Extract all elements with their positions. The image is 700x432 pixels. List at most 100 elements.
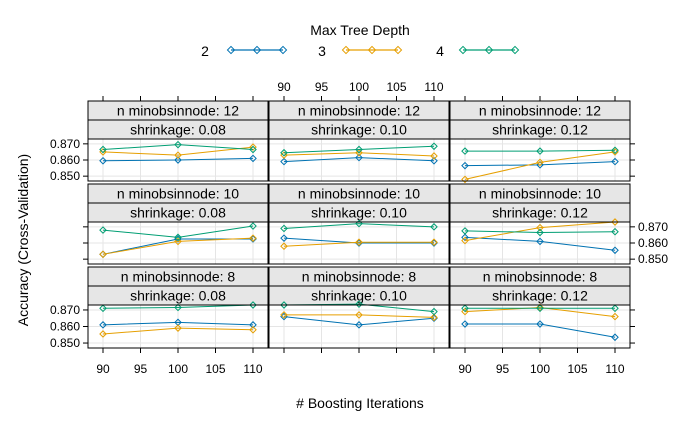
- y-tick-label-right: 0.860: [638, 236, 668, 250]
- strip-minobsinnode-label: n minobsinnode: 10: [298, 186, 420, 202]
- data-point-2: [99, 321, 107, 329]
- legend-marker: [393, 45, 403, 55]
- x-tick-label-bottom: 100: [530, 362, 550, 376]
- y-tick-label-left: 0.860: [50, 153, 80, 167]
- legend-marker: [510, 45, 520, 55]
- strip-minobsinnode-label: n minobsinnode: 12: [479, 103, 601, 119]
- data-point-2: [355, 321, 363, 329]
- data-point-3: [430, 238, 438, 247]
- series-line-2: [102, 157, 254, 162]
- series-line-2: [283, 237, 434, 244]
- data-point-2: [536, 237, 544, 246]
- series-line-3: [102, 327, 254, 335]
- x-tick-label-top: 95: [315, 80, 329, 94]
- data-point-2: [461, 320, 469, 328]
- panel-border: [268, 138, 450, 182]
- data-point-3: [174, 237, 182, 246]
- data-point-2: [174, 156, 182, 164]
- data-point-3: [174, 324, 182, 332]
- data-point-2: [280, 157, 288, 166]
- strip-minobsinnode-label: n minobsinnode: 8: [121, 269, 236, 285]
- strip-minobsinnode-label: n minobsinnode: 10: [479, 186, 601, 202]
- legend-item-3: 3: [318, 43, 403, 59]
- data-point-4: [430, 307, 438, 316]
- panel-1-0: n minobsinnode: 10 shrinkage: 0.08: [87, 183, 269, 265]
- data-point-4: [430, 142, 438, 151]
- series-line-3: [464, 306, 616, 318]
- legend-marker: [278, 45, 288, 55]
- y-tick-label-left: 0.870: [50, 303, 80, 317]
- data-point-2: [430, 314, 438, 323]
- data-point-2: [174, 318, 182, 327]
- strip-minobsinnode-label: n minobsinnode: 8: [483, 269, 598, 285]
- data-point-3: [355, 238, 363, 247]
- data-point-2: [461, 161, 469, 170]
- strip-shrinkage-label: shrinkage: 0.12: [492, 288, 588, 304]
- data-point-4: [536, 228, 544, 237]
- data-point-3: [249, 325, 257, 334]
- data-point-4: [461, 304, 469, 313]
- data-point-4: [355, 300, 363, 308]
- legend-marker: [484, 45, 494, 55]
- y-tick-label-left: 0.850: [50, 169, 80, 183]
- data-point-2: [536, 320, 544, 328]
- legend-label: 2: [201, 43, 209, 59]
- strip-shrinkage-label: shrinkage: 0.10: [311, 122, 407, 138]
- data-point-4: [430, 223, 438, 231]
- data-point-4: [174, 233, 182, 242]
- data-point-3: [355, 311, 363, 319]
- panel-1-2: n minobsinnode: 10 shrinkage: 0.12: [449, 183, 631, 265]
- y-tick-label-left: 0.870: [50, 137, 80, 151]
- panel-0-2: n minobsinnode: 12 shrinkage: 0.12: [449, 100, 631, 184]
- panel-2-1: n minobsinnode: 8 shrinkage: 0.10: [268, 266, 450, 349]
- series-line-4: [102, 304, 254, 309]
- x-tick-label-bottom: 90: [458, 362, 472, 376]
- series-line-3: [284, 314, 435, 318]
- data-point-4: [280, 301, 288, 309]
- x-tick-label-bottom: 95: [134, 362, 148, 376]
- series-line-3: [464, 151, 616, 180]
- series-line-3: [283, 241, 434, 247]
- data-point-4: [536, 147, 544, 155]
- strip-shrinkage-label: shrinkage: 0.08: [130, 288, 226, 304]
- series-line-4: [102, 144, 254, 150]
- data-point-4: [611, 227, 619, 236]
- legend-item-4: 4: [436, 43, 520, 59]
- series-line-4: [464, 230, 616, 234]
- x-tick-label-bottom: 95: [496, 362, 510, 376]
- panel-border: [268, 221, 450, 265]
- data-point-2: [355, 153, 363, 162]
- data-point-2: [430, 239, 438, 247]
- legend-marker: [252, 45, 262, 55]
- y-tick-label-right: 0.870: [638, 220, 668, 234]
- data-point-4: [249, 222, 257, 230]
- panel-1-1: n minobsinnode: 10 shrinkage: 0.10: [268, 183, 450, 265]
- x-tick-label-top: 110: [424, 80, 443, 94]
- x-axis-title: # Boosting Iterations: [296, 395, 424, 411]
- data-point-3: [611, 312, 619, 321]
- series-line-4: [102, 225, 254, 238]
- data-point-2: [611, 157, 619, 166]
- legend-marker: [341, 45, 351, 55]
- strip-shrinkage-label: shrinkage: 0.08: [130, 122, 226, 138]
- axes: 90 95 100 105 110 90 95 100 105 110 90 95 100 105 110 0…: [50, 80, 668, 376]
- data-point-3: [536, 158, 544, 167]
- series-line-4: [283, 145, 435, 154]
- panel-2-0: n minobsinnode: 8 shrinkage: 0.08: [87, 266, 269, 349]
- data-point-3: [430, 313, 438, 322]
- series-line-3: [102, 237, 254, 255]
- data-point-3: [280, 242, 288, 251]
- data-point-4: [280, 148, 288, 157]
- data-point-3: [430, 152, 438, 160]
- data-point-4: [280, 224, 288, 233]
- strip-minobsinnode-label: n minobsinnode: 12: [117, 103, 239, 119]
- data-point-2: [430, 156, 438, 165]
- data-point-2: [611, 246, 619, 255]
- data-point-2: [249, 321, 257, 329]
- legend-marker: [226, 45, 236, 55]
- data-point-4: [99, 304, 107, 313]
- data-point-4: [174, 303, 182, 312]
- data-point-3: [611, 218, 619, 226]
- data-point-3: [99, 250, 107, 259]
